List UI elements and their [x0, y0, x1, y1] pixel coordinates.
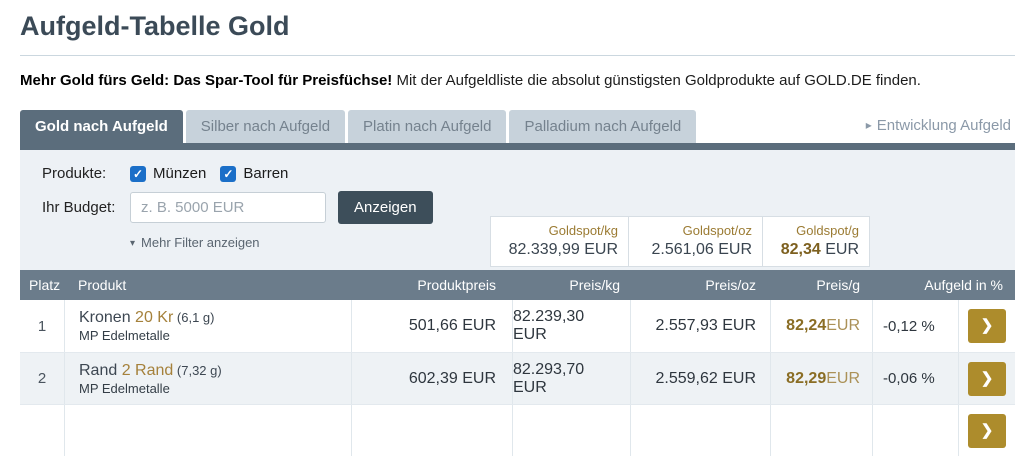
goldspot-boxes: Goldspot/kg 82.339,99 EUR Goldspot/oz 2.… — [490, 216, 870, 267]
checkbox-muenzen[interactable]: ✓ Münzen — [130, 165, 206, 182]
product-weight: (7,32 g) — [173, 362, 222, 378]
product-price-cell — [351, 405, 512, 456]
details-button[interactable]: ❯ — [968, 361, 1006, 396]
product-price-cell: 602,39 EUR — [351, 353, 512, 404]
tab-platin-nach-aufgeld[interactable]: Platin nach Aufgeld — [348, 110, 507, 143]
checkbox-checked-icon: ✓ — [130, 165, 146, 182]
goldspot-oz-box: Goldspot/oz 2.561,06 EUR — [628, 216, 763, 267]
checkbox-muenzen-label: Münzen — [153, 165, 207, 182]
page-title: Aufgeld-Tabelle Gold — [20, 11, 290, 41]
table-row: 1 Kronen 20 Kr (6,1 g) MP Edelmetalle 50… — [20, 300, 1015, 352]
intro-text: Mehr Gold fürs Geld: Das Spar-Tool für P… — [20, 72, 1015, 89]
product-variant[interactable]: 20 Kr — [135, 309, 174, 326]
goldspot-oz-value: 2.561,06 EUR — [651, 241, 752, 258]
header-preis-kg: Preis/kg — [569, 277, 620, 293]
header-preis-g: Preis/g — [816, 277, 860, 293]
dealer-name: MP Edelmetalle — [79, 328, 170, 343]
product-cell: Rand 2 Rand (7,32 g) MP Edelmetalle — [64, 353, 351, 404]
header-aufgeld: Aufgeld in % — [924, 277, 1003, 293]
goldspot-g-value: 82,34 EUR — [780, 241, 859, 258]
price-per-kg-cell — [512, 405, 630, 456]
tab-palladium-nach-aufgeld[interactable]: Palladium nach Aufgeld — [509, 110, 697, 143]
product-cell: Kronen 20 Kr (6,1 g) MP Edelmetalle — [64, 300, 351, 352]
goldspot-kg-label: Goldspot/kg — [548, 223, 618, 238]
premium-cell: -0,12 % — [872, 300, 958, 352]
premium-cell: -0,06 % — [872, 353, 958, 404]
checkbox-barren[interactable]: ✓ Barren — [220, 165, 288, 182]
rank-cell: 2 — [37, 370, 47, 387]
product-weight: (6,1 g) — [173, 310, 215, 325]
price-per-oz-cell — [630, 405, 770, 456]
chevron-right-icon: ❯ — [980, 421, 994, 439]
price-per-g-cell: 82,29 EUR — [770, 353, 872, 404]
product-price-cell: 501,66 EUR — [351, 300, 512, 352]
header-produkt: Produkt — [78, 277, 127, 293]
chevron-right-icon: ❯ — [980, 317, 994, 334]
goldspot-g-box: Goldspot/g 82,34 EUR — [762, 216, 870, 267]
intro-bold: Mehr Gold fürs Geld: Das Spar-Tool für P… — [20, 72, 393, 89]
table-header-row: Platz Produkt Produktpreis Preis/kg Prei… — [20, 270, 1015, 300]
product-name[interactable]: Rand — [79, 361, 122, 379]
header-platz: Platz — [29, 277, 61, 293]
produkte-label: Produkte: — [42, 165, 107, 182]
product-cell — [64, 405, 351, 456]
header-produktpreis: Produktpreis — [417, 277, 496, 293]
goldspot-kg-box: Goldspot/kg 82.339,99 EUR — [490, 216, 629, 267]
product-variant[interactable]: 2 Rand — [121, 361, 174, 379]
title-divider — [20, 55, 1015, 56]
checkbox-barren-label: Barren — [243, 165, 289, 182]
price-per-oz-cell: 2.557,93 EUR — [630, 300, 770, 352]
aufgeld-table: Platz Produkt Produktpreis Preis/kg Prei… — [20, 270, 1015, 456]
goldspot-kg-value: 82.339,99 EUR — [508, 241, 618, 258]
tab-silber-nach-aufgeld[interactable]: Silber nach Aufgeld — [185, 110, 346, 143]
rank-cell — [20, 405, 64, 456]
tab-gold-nach-aufgeld[interactable]: Gold nach Aufgeld — [20, 110, 183, 143]
price-per-g-cell: 82,24 EUR — [770, 300, 872, 352]
dealer-name: MP Edelmetalle — [79, 380, 170, 396]
anzeigen-button[interactable]: Anzeigen — [338, 191, 433, 224]
intro-rest: Mit der Aufgeldliste die absolut günstig… — [392, 72, 921, 89]
price-per-oz-cell: 2.559,62 EUR — [630, 353, 770, 404]
goldspot-g-label: Goldspot/g — [796, 223, 859, 238]
filter-panel: Produkte: ✓ Münzen ✓ Barren Ihr Budget: … — [20, 150, 1015, 270]
header-preis-oz: Preis/oz — [705, 277, 756, 293]
premium-cell — [872, 405, 958, 456]
table-row: 2 Rand 2 Rand (7,32 g) MP Edelmetalle 60… — [20, 352, 1015, 404]
chevron-right-icon: ❯ — [980, 369, 994, 387]
arrow-right-icon: ▸ — [865, 118, 872, 132]
tab-strip — [20, 143, 1015, 150]
table-row-partial: ❯ — [20, 404, 1015, 456]
product-name[interactable]: Kronen — [79, 309, 136, 326]
more-filters-toggle[interactable]: ▾ Mehr Filter anzeigen — [130, 235, 260, 250]
price-per-g-cell — [770, 405, 872, 456]
price-per-kg-cell: 82.239,30 EUR — [512, 300, 630, 352]
entwicklung-aufgeld-link[interactable]: ▸ Entwicklung Aufgeld — [865, 117, 1011, 134]
caret-down-icon: ▾ — [130, 238, 136, 249]
details-button[interactable]: ❯ — [968, 309, 1006, 343]
rank-cell: 1 — [37, 317, 47, 335]
price-per-kg-cell: 82.293,70 EUR — [512, 353, 630, 404]
budget-label: Ihr Budget: — [42, 199, 116, 216]
checkbox-checked-icon: ✓ — [220, 165, 237, 182]
tab-bar: Gold nach Aufgeld Silber nach Aufgeld Pl… — [20, 110, 1015, 150]
goldspot-oz-label: Goldspot/oz — [682, 223, 752, 238]
budget-input[interactable] — [130, 192, 326, 223]
